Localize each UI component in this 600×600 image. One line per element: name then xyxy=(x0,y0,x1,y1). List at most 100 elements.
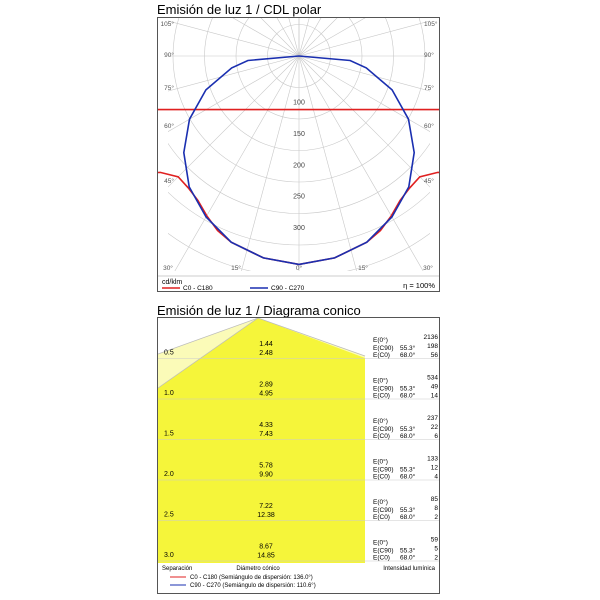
cone-row-ec0-angle: 68.0° xyxy=(400,513,416,521)
polar-legend-label-c0: C0 - C180 xyxy=(183,285,213,291)
polar-grid-spoke xyxy=(298,55,357,271)
cone-edge-left-inner xyxy=(157,317,259,389)
polar-radial-label: 200 xyxy=(293,162,305,169)
polar-diagram-panel: 100 150 200 250 300 105° 90° 75° 60° 45° 105° 90° 75… xyxy=(0,17,600,292)
cone-row-ec90-label: E(C90) xyxy=(373,467,394,474)
cone-row-height: 1.0 xyxy=(164,390,174,397)
cone-row-e0-value: 237 xyxy=(427,415,438,422)
cone-row-ec90-value: 5 xyxy=(434,546,438,553)
cone-footer-diametro: Diámetro cónico xyxy=(236,566,280,572)
cone-row-ec90-angle: 55.3° xyxy=(400,425,416,433)
cone-row-e0-value: 2136 xyxy=(424,334,439,341)
cone-row-diameter-c90: 4.33 xyxy=(259,422,273,429)
cone-row-diameter-c0: 12.38 xyxy=(257,512,275,519)
polar-angle-label-right: 45° xyxy=(424,177,434,185)
cone-row-height: 2.0 xyxy=(164,471,174,478)
polar-angle-label-left: 75° xyxy=(164,84,174,92)
polar-grid-circle xyxy=(168,142,430,214)
cone-fill-light-right xyxy=(258,318,365,358)
cone-row-ec0-value: 2 xyxy=(434,555,438,562)
cone-diagram-title: Emisión de luz 1 / Diagrama conico xyxy=(157,303,361,318)
cone-row-ec90-angle: 55.3° xyxy=(400,506,416,514)
polar-unit-label: cd/klm xyxy=(162,279,182,286)
polar-radial-label: 150 xyxy=(293,131,305,138)
polar-angle-label-bottom: 15° xyxy=(358,264,368,272)
cone-footer-separacion: Separación xyxy=(162,566,192,572)
cone-row-ec0-angle: 68.0° xyxy=(400,554,416,562)
cone-edge-left-outer xyxy=(157,317,259,355)
polar-angle-label-right: 90° xyxy=(424,51,434,59)
cone-row-ec0-angle: 68.0° xyxy=(400,392,416,400)
polar-angle-label-left: 105° xyxy=(161,20,175,28)
cone-diagram-svg: 0.5 1.44 2.48 E(0°) 2136 E(C90) 55.3° 198 E(C0) 6… xyxy=(157,317,439,589)
cone-row-ec90-value: 22 xyxy=(431,424,439,431)
cone-row-ec0-label: E(C0) xyxy=(373,555,390,562)
cone-row-ec90-label: E(C90) xyxy=(373,345,394,352)
polar-radial-label: 100 xyxy=(293,99,305,106)
polar-grid-spoke xyxy=(168,55,300,92)
cone-row-diameter-c0: 4.95 xyxy=(259,391,273,398)
cone-row-e0-value: 59 xyxy=(431,537,439,544)
cone-row-height: 1.5 xyxy=(164,431,174,438)
cone-row-diameter-c90: 1.44 xyxy=(259,341,273,348)
polar-curve-c90-c270 xyxy=(182,55,416,266)
polar-grid-spoke xyxy=(298,55,430,92)
cone-row-ec90-label: E(C90) xyxy=(373,548,394,555)
polar-grid xyxy=(168,18,430,271)
cone-row-ec0-value: 4 xyxy=(434,474,438,481)
cone-diagram-panel: 0.5 1.44 2.48 E(0°) 2136 E(C90) 55.3° 198 E(C0) 6… xyxy=(157,317,440,594)
polar-angle-label-left: 45° xyxy=(164,177,174,185)
cone-row-ec0-label: E(C0) xyxy=(373,514,390,521)
polar-angle-label-left: 60° xyxy=(164,122,174,130)
cone-row-e0-label: E(0°) xyxy=(373,336,388,344)
cone-row-ec0-value: 2 xyxy=(434,514,438,521)
cone-row-e0-label: E(0°) xyxy=(373,498,388,506)
cone-row-ec90-value: 49 xyxy=(431,384,439,391)
cone-row-ec0-angle: 68.0° xyxy=(400,432,416,440)
cone-row-height: 0.5 xyxy=(164,350,174,357)
cone-row-e0-label: E(0°) xyxy=(373,539,388,547)
cone-row-ec0-angle: 68.0° xyxy=(400,351,416,359)
polar-grid-spoke xyxy=(174,55,300,271)
polar-efficiency: η = 100% xyxy=(403,281,435,290)
cone-legend-label-c90: C90 - C270 (Semiángulo de dispersión: 11… xyxy=(190,583,316,589)
polar-grid-spoke xyxy=(168,55,300,188)
polar-grid-spoke xyxy=(298,55,424,271)
cone-row-ec0-label: E(C0) xyxy=(373,393,390,400)
polar-legend-label-c90: C90 - C270 xyxy=(271,285,305,291)
polar-grid-spoke xyxy=(241,55,300,271)
polar-angle-label-bottom: 30° xyxy=(423,264,433,272)
cone-row-ec0-value: 56 xyxy=(431,352,439,359)
cone-row-ec0-label: E(C0) xyxy=(373,474,390,481)
cone-row-diameter-c90: 2.89 xyxy=(259,382,273,389)
cone-row-height: 3.0 xyxy=(164,552,174,559)
cone-row-ec90-angle: 55.3° xyxy=(400,547,416,555)
cone-row-ec90-angle: 55.3° xyxy=(400,466,416,474)
cone-row-ec90-label: E(C90) xyxy=(373,386,394,393)
polar-angle-label-right: 60° xyxy=(424,122,434,130)
cone-row-ec90-label: E(C90) xyxy=(373,426,394,433)
polar-radial-label: 300 xyxy=(293,225,305,232)
polar-radial-label: 250 xyxy=(293,194,305,201)
cone-row-e0-value: 85 xyxy=(431,496,439,503)
cone-row-ec90-label: E(C90) xyxy=(373,507,394,514)
cone-row-e0-label: E(0°) xyxy=(373,458,388,466)
cone-row-ec0-angle: 68.0° xyxy=(400,473,416,481)
polar-grid-spoke xyxy=(298,55,430,188)
cone-row-ec90-value: 12 xyxy=(431,465,439,472)
cone-row-ec0-label: E(C0) xyxy=(373,433,390,440)
cone-row-e0-value: 133 xyxy=(427,456,438,463)
cone-row-ec0-value: 14 xyxy=(431,393,439,400)
polar-angle-label-left: 90° xyxy=(164,51,174,59)
cone-fill-outer xyxy=(158,318,365,563)
polar-angle-label-bottom: 0° xyxy=(296,264,303,272)
cone-row-e0-value: 534 xyxy=(427,375,438,382)
polar-angle-label-right: 105° xyxy=(424,20,438,28)
cone-row-diameter-c0: 7.43 xyxy=(259,431,273,438)
cone-legend-label-c0: C0 - C180 (Semiángulo de dispersión: 136… xyxy=(190,575,313,581)
cone-row-ec90-value: 198 xyxy=(427,343,438,350)
polar-diagram-svg: 100 150 200 250 300 105° 90° 75° 60° 45° 105° 90° 75… xyxy=(0,18,600,292)
cone-edge-right xyxy=(257,317,366,357)
polar-angle-label-bottom: 15° xyxy=(231,264,241,272)
cone-row-diameter-c0: 9.90 xyxy=(259,472,273,479)
